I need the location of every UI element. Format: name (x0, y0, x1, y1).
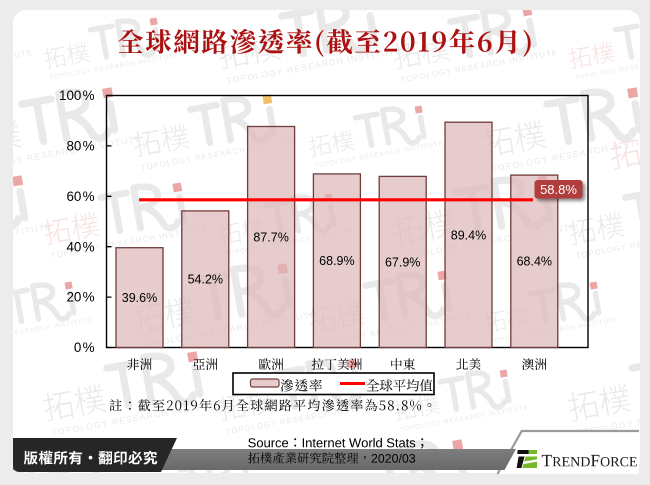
svg-text:40%: 40% (66, 239, 94, 254)
svg-text:67.9%: 67.9% (385, 255, 420, 269)
svg-text:58.8%: 58.8% (540, 182, 577, 197)
svg-text:0%: 0% (74, 340, 95, 355)
svg-text:54.2%: 54.2% (188, 273, 223, 287)
svg-text:39.6%: 39.6% (122, 291, 157, 305)
svg-text:87.7%: 87.7% (253, 230, 288, 244)
svg-text:68.4%: 68.4% (517, 255, 552, 269)
svg-text:100%: 100% (59, 88, 95, 103)
svg-text:80%: 80% (66, 139, 94, 154)
svg-text:89.4%: 89.4% (451, 228, 486, 242)
svg-text:60%: 60% (66, 189, 94, 204)
svg-text:68.9%: 68.9% (319, 254, 354, 268)
svg-text:20%: 20% (66, 290, 94, 305)
